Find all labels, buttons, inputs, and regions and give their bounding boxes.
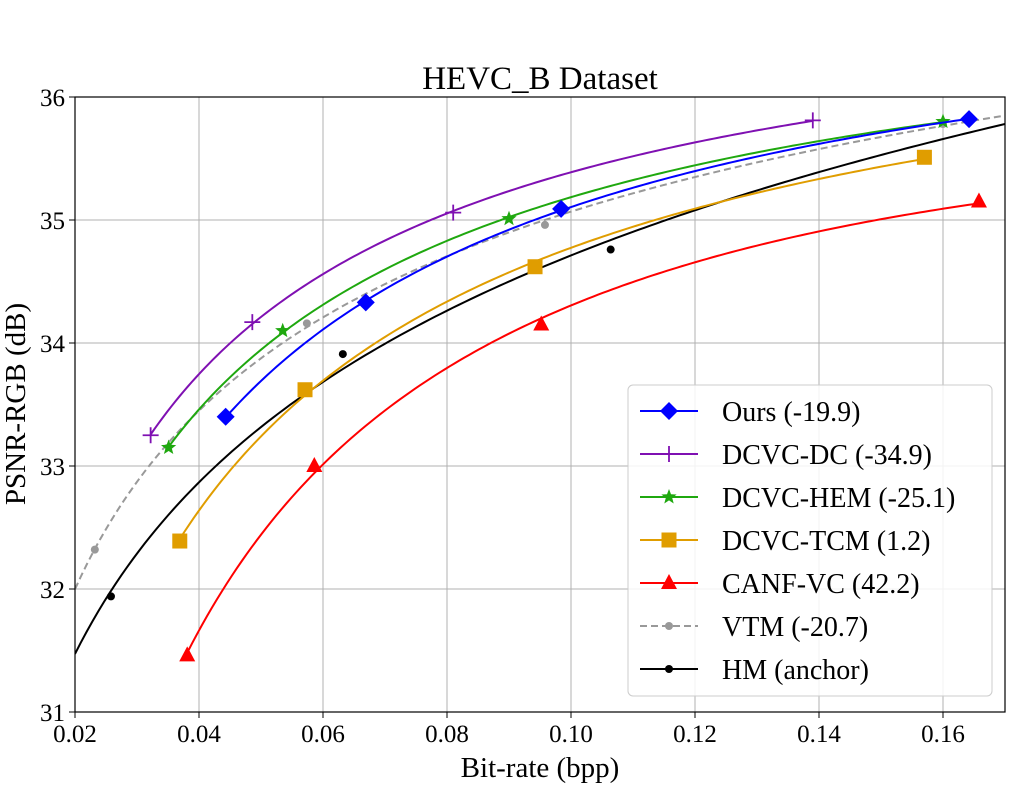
data-point bbox=[533, 315, 550, 331]
data-point bbox=[501, 210, 517, 226]
legend-marker bbox=[665, 622, 673, 630]
data-point bbox=[216, 407, 235, 426]
series-dcvc-dc bbox=[142, 112, 821, 444]
y-tick-label: 33 bbox=[40, 454, 65, 481]
data-point bbox=[527, 259, 543, 275]
ticks: 0.02 0.04 0.06 0.08 0.10 0.12 0.14 0.16 31 32 33 34… bbox=[40, 85, 965, 748]
legend-entry-ours: Ours (-19.9) bbox=[640, 397, 860, 428]
series-dcvc-tcm bbox=[172, 149, 932, 549]
legend-marker bbox=[661, 489, 677, 504]
legend-marker bbox=[660, 402, 678, 420]
chart-title: HEVC_B Dataset bbox=[422, 61, 658, 97]
y-tick-label: 35 bbox=[40, 208, 65, 235]
data-point bbox=[179, 646, 196, 662]
legend-entry-dcvc-dc: DCVC-DC (-34.9) bbox=[640, 440, 932, 471]
legend-marker bbox=[665, 665, 673, 673]
legend: Ours (-19.9) DCVC-DC (-34.9) DCVC-HEM (-25… bbox=[627, 384, 993, 697]
x-axis-label: Bit-rate (bpp) bbox=[461, 752, 620, 784]
data-point bbox=[916, 149, 932, 165]
data-point bbox=[606, 245, 615, 254]
legend-label: DCVC-DC (-34.9) bbox=[722, 440, 932, 471]
data-point bbox=[90, 545, 99, 554]
legend-entry-vtm: VTM (-20.7) bbox=[640, 612, 868, 643]
data-point bbox=[297, 382, 313, 398]
legend-entry-hm: HM (anchor) bbox=[640, 655, 869, 686]
data-point bbox=[275, 322, 291, 338]
data-point bbox=[172, 533, 188, 549]
data-point bbox=[244, 314, 261, 331]
data-point bbox=[935, 113, 951, 129]
legend-label: DCVC-TCM (1.2) bbox=[722, 526, 930, 557]
series-line bbox=[75, 114, 1005, 590]
legend-marker bbox=[661, 446, 677, 462]
legend-marker bbox=[661, 574, 677, 589]
legend-label: HM (anchor) bbox=[722, 655, 869, 686]
data-point bbox=[445, 204, 462, 221]
data-point bbox=[338, 350, 347, 359]
y-axis-label: PSNR-RGB (dB) bbox=[0, 303, 32, 505]
legend-entry-dcvc-tcm: DCVC-TCM (1.2) bbox=[640, 526, 930, 557]
legend-label: DCVC-HEM (-25.1) bbox=[722, 483, 955, 514]
x-tick-label: 0.16 bbox=[921, 721, 965, 748]
legend-label: Ours (-19.9) bbox=[722, 397, 860, 428]
x-tick-label: 0.10 bbox=[549, 721, 593, 748]
legend-entry-dcvc-hem: DCVC-HEM (-25.1) bbox=[640, 483, 955, 514]
series-layer bbox=[75, 110, 1005, 662]
data-point bbox=[540, 220, 549, 229]
data-point bbox=[356, 293, 375, 312]
legend-label: CANF-VC (42.2) bbox=[722, 569, 920, 600]
plot-frame bbox=[74, 96, 1006, 713]
data-point bbox=[960, 110, 979, 129]
data-point bbox=[970, 192, 987, 208]
legend-box bbox=[627, 384, 993, 697]
legend-entry-canf-vc: CANF-VC (42.2) bbox=[640, 569, 920, 600]
legend-label: VTM (-20.7) bbox=[722, 612, 868, 643]
y-tick-label: 31 bbox=[40, 700, 65, 727]
series-line bbox=[167, 121, 944, 448]
x-tick-label: 0.12 bbox=[673, 721, 717, 748]
x-tick-label: 0.02 bbox=[53, 721, 97, 748]
series-line bbox=[224, 117, 970, 419]
x-tick-label: 0.14 bbox=[797, 721, 841, 748]
data-point bbox=[302, 319, 311, 328]
series-canf-vc bbox=[179, 192, 987, 662]
y-tick-label: 32 bbox=[40, 577, 65, 604]
y-tick-label: 36 bbox=[40, 85, 65, 112]
y-tick-label: 34 bbox=[40, 331, 66, 358]
legend-marker bbox=[661, 532, 677, 548]
data-point bbox=[106, 592, 115, 601]
data-point bbox=[552, 199, 571, 218]
data-point bbox=[306, 457, 323, 472]
x-tick-label: 0.04 bbox=[177, 721, 221, 748]
series-dcvc-hem bbox=[161, 113, 951, 455]
data-point bbox=[142, 427, 159, 444]
x-tick-label: 0.08 bbox=[425, 721, 469, 748]
data-point bbox=[804, 112, 821, 129]
data-point bbox=[161, 439, 177, 455]
series-line bbox=[149, 119, 813, 436]
x-tick-label: 0.06 bbox=[301, 721, 345, 748]
series-ours bbox=[216, 110, 979, 426]
